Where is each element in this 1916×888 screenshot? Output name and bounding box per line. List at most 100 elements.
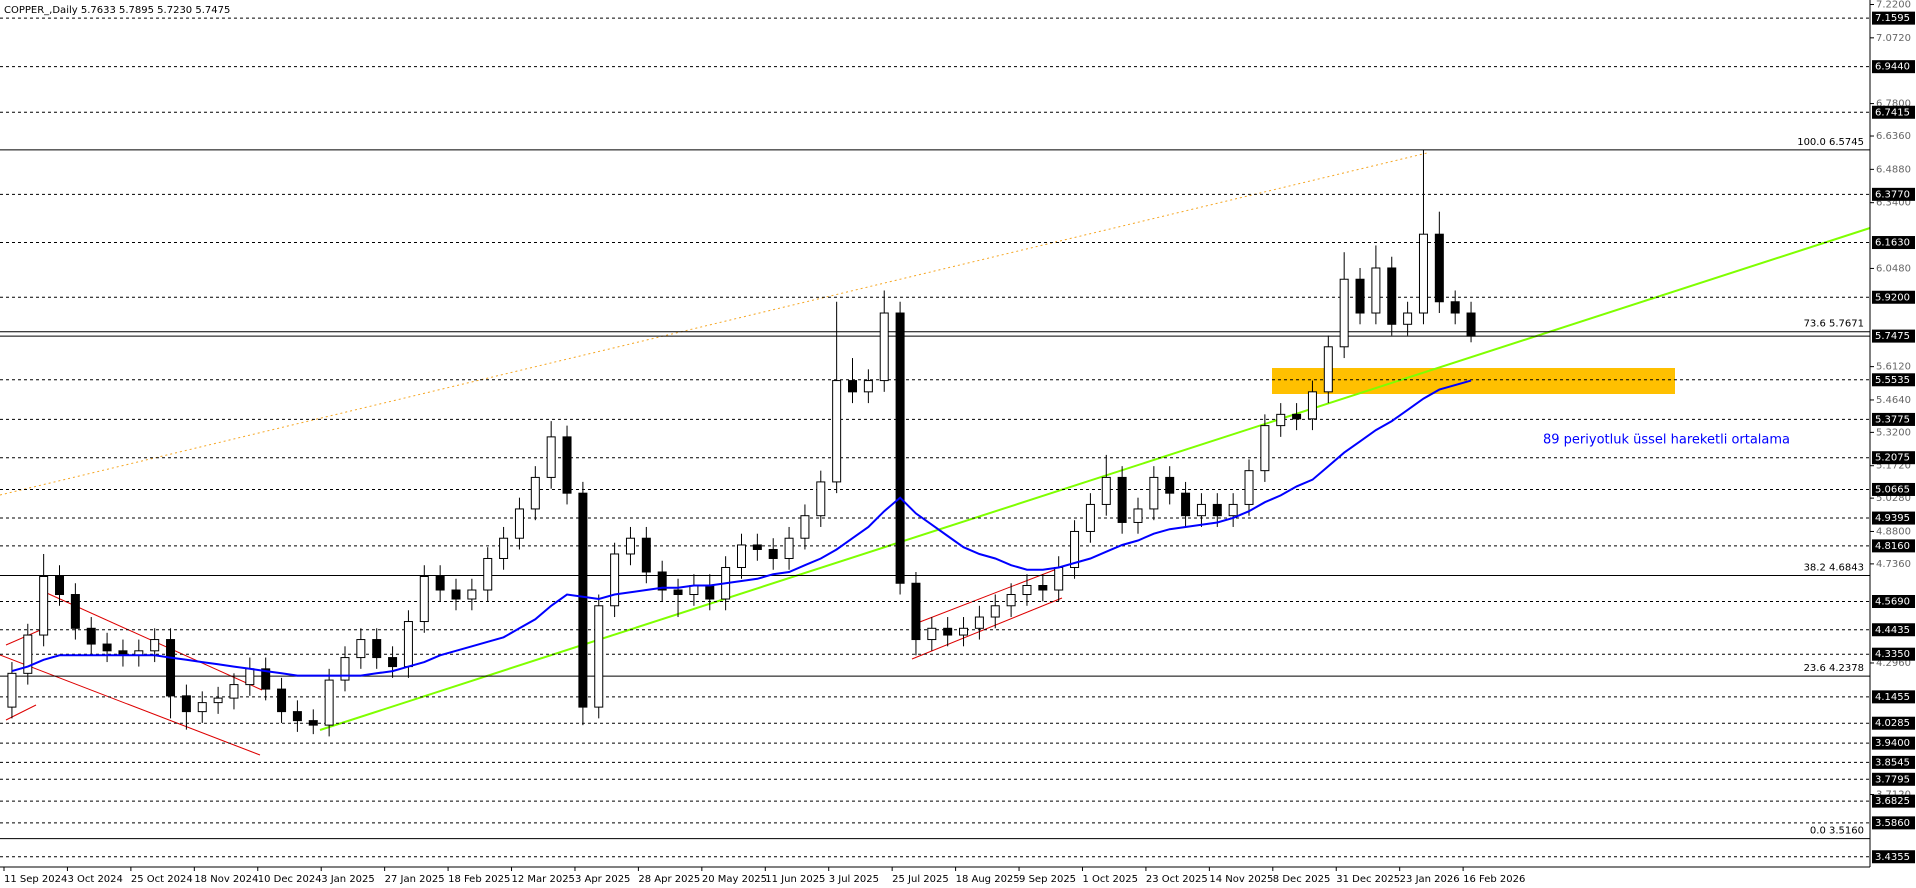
candle-body — [879, 312, 889, 382]
candle-body — [974, 616, 984, 629]
candle-body — [1181, 492, 1191, 517]
candle-body — [166, 639, 176, 697]
x-tick-label: 14 Nov 2025 — [1209, 874, 1273, 885]
x-tick-label: 25 Oct 2024 — [131, 874, 193, 885]
candle-body — [340, 657, 350, 681]
candle-body — [181, 695, 191, 713]
level-box — [1872, 373, 1915, 387]
level-box — [1872, 816, 1915, 830]
candle-body — [530, 476, 540, 510]
candle-body — [292, 711, 302, 722]
y-tick-label: 5.6120 — [1876, 362, 1911, 373]
candle-body — [102, 643, 112, 652]
candle-body — [1371, 267, 1381, 314]
y-tick-label: 5.0280 — [1876, 493, 1911, 504]
candle-body — [1466, 312, 1476, 337]
candle-body — [1418, 233, 1428, 314]
channel-line — [5, 704, 37, 721]
level-label: 4.3350 — [1875, 649, 1910, 660]
x-tick-label: 3 Jul 2025 — [829, 874, 879, 885]
level-box — [1872, 850, 1915, 864]
candle-body — [388, 657, 398, 668]
candle-body — [594, 605, 604, 708]
level-label: 4.9395 — [1875, 513, 1910, 524]
candle-body — [657, 571, 667, 591]
candle-body — [1403, 312, 1413, 325]
candle-body — [403, 621, 413, 668]
x-tick-label: 11 Sep 2024 — [4, 874, 67, 885]
candle-body — [1387, 267, 1397, 325]
candle-body — [514, 508, 524, 539]
level-box — [1872, 539, 1915, 553]
candle-body — [610, 553, 620, 607]
y-tick-label: 4.2960 — [1876, 658, 1911, 669]
x-tick-label: 23 Oct 2025 — [1146, 874, 1208, 885]
candle-body — [86, 627, 96, 645]
level-label: 4.5690 — [1875, 596, 1910, 607]
level-box — [1872, 105, 1915, 119]
level-label: 3.5860 — [1875, 818, 1910, 829]
candle-body — [213, 697, 223, 704]
candle-body — [197, 702, 207, 713]
candle-body — [372, 639, 382, 659]
candle-body — [483, 557, 493, 591]
candle-body — [1085, 503, 1095, 532]
level-label: 4.1455 — [1875, 692, 1910, 703]
annotation: 89 periyotluk üssel hareketli ortalama — [1543, 433, 1790, 448]
candle-body — [848, 380, 858, 393]
candle-body — [1450, 301, 1460, 314]
y-tick-label: 4.7360 — [1876, 559, 1911, 570]
candle-body — [1070, 530, 1080, 568]
x-tick-label: 28 Apr 2025 — [638, 874, 700, 885]
support-zone — [1272, 368, 1675, 394]
candle-body — [1228, 503, 1238, 517]
x-tick-label: 8 Dec 2025 — [1273, 874, 1331, 885]
level-box — [1872, 11, 1915, 25]
level-label: 5.5535 — [1875, 375, 1910, 386]
level-label: 3.6825 — [1875, 796, 1910, 807]
level-box — [1872, 187, 1915, 201]
candle-body — [1355, 278, 1365, 314]
level-box — [1872, 511, 1915, 525]
level-box — [1872, 236, 1915, 250]
candle-body — [1292, 413, 1302, 420]
candle-body — [39, 575, 49, 636]
level-box — [1872, 690, 1915, 704]
y-tick-label: 5.1720 — [1876, 461, 1911, 472]
candle-body — [150, 639, 160, 652]
candle-body — [705, 585, 715, 600]
level-label: 4.8160 — [1875, 541, 1910, 552]
level-box — [1872, 647, 1915, 661]
candle-body — [1276, 413, 1286, 427]
candle-body — [1196, 503, 1206, 517]
fib-label: 100.0 6.5745 — [1797, 137, 1864, 148]
level-box — [1872, 451, 1915, 465]
candle-body — [911, 582, 921, 641]
x-tick-label: 12 Mar 2025 — [512, 874, 575, 885]
y-tick-label: 6.7800 — [1876, 99, 1911, 110]
trendline — [319, 227, 1871, 731]
x-tick-label: 20 May 2025 — [702, 874, 767, 885]
y-tick-label: 6.4880 — [1876, 164, 1911, 175]
y-tick-label: 5.4640 — [1876, 395, 1911, 406]
x-tick-label: 27 Jan 2025 — [385, 874, 445, 885]
x-tick-label: 1 Oct 2025 — [1082, 874, 1137, 885]
candle-body — [229, 684, 239, 699]
fib-label: 38.2 4.6843 — [1804, 563, 1864, 574]
y-tick-label: 7.0720 — [1876, 33, 1911, 44]
candle-body — [943, 627, 953, 636]
candle-body — [1101, 476, 1111, 505]
candle-body — [816, 481, 826, 517]
candle-body — [1323, 346, 1333, 393]
candle-body — [70, 594, 80, 629]
candle-body — [1434, 233, 1444, 303]
candle-body — [641, 537, 651, 573]
chart-title: COPPER_,Daily 5.7633 5.7895 5.7230 5.747… — [4, 5, 230, 16]
x-tick-label: 25 Jul 2025 — [892, 874, 949, 885]
candle-body — [23, 634, 33, 674]
level-label: 3.7795 — [1875, 774, 1910, 785]
candle-body — [673, 589, 683, 596]
level-label: 6.3770 — [1875, 189, 1910, 200]
